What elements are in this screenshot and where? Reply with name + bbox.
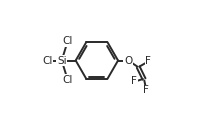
- Text: Si: Si: [57, 56, 66, 65]
- Text: F: F: [145, 56, 150, 66]
- Text: Cl: Cl: [42, 56, 52, 65]
- Text: F: F: [130, 76, 136, 86]
- Text: F: F: [142, 85, 148, 95]
- Text: Cl: Cl: [62, 36, 72, 46]
- Text: O: O: [124, 56, 132, 65]
- Text: Cl: Cl: [62, 75, 72, 85]
